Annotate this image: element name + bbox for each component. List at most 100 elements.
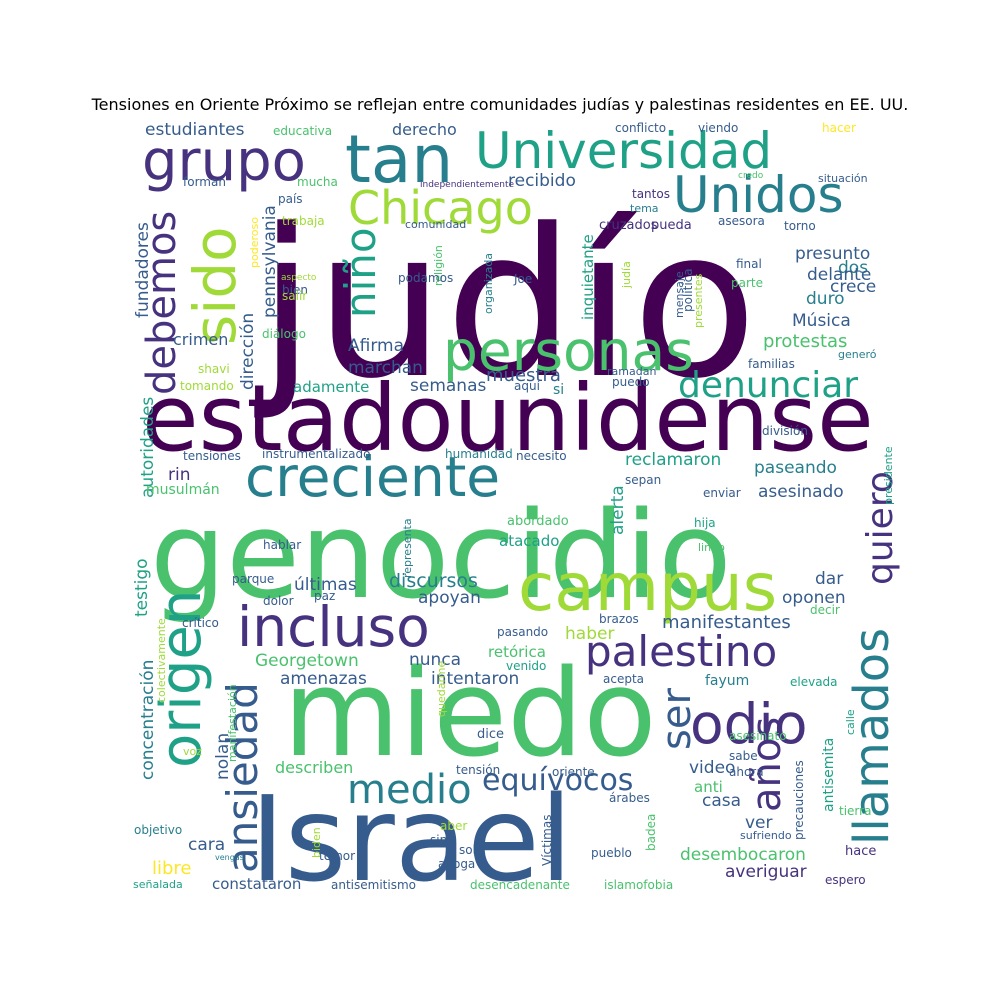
word-95: rin [168,465,191,485]
word-173: señalada [133,878,183,891]
word-21: llamados [844,628,900,845]
word-80: muestra [486,365,561,386]
word-42: fundadores [133,222,153,318]
word-129: retórica [488,643,546,661]
word-83: shavi [198,362,230,376]
word-166: vengas [215,853,244,862]
word-98: paseando [754,458,837,478]
word-105: alerta [608,485,628,535]
word-88: si [553,382,564,398]
word-104: abordado [507,514,569,529]
word-152: árabes [609,791,650,805]
word-66: organizada [482,253,495,314]
word-51: pueda [651,218,692,233]
word-53: torno [784,219,816,233]
word-68: podamos [398,271,453,285]
word-3: miedo [283,645,657,784]
word-116: dolor [263,594,294,608]
word-32: viendo [698,121,738,135]
word-123: manifestantes [662,612,791,633]
word-89: autoridades [138,397,158,498]
word-60: final [736,257,762,271]
word-119: decir [810,603,840,617]
word-170: Víctimas [540,815,554,866]
word-57: crece [830,277,876,297]
word-78: generó [838,348,877,361]
word-84: tomando [180,379,234,393]
word-33: hacer [822,121,856,135]
word-26: equívocos [482,763,633,798]
word-52: asesora [718,214,765,228]
word-0: judío [254,186,757,424]
word-111: parque [232,572,274,586]
word-59: Música [792,311,851,331]
word-30: derecho [392,120,457,139]
word-120: crítico [182,616,219,630]
word-100: sepan [625,473,661,487]
word-34: credo [738,171,764,181]
word-82: puedo [612,375,650,389]
word-158: sino [430,833,455,847]
word-175: antisemitismo [331,878,416,892]
word-114: dar [815,569,843,589]
word-5: Universidad [475,122,772,180]
word-29: educativa [273,124,332,138]
word-49: inquietante [579,234,597,320]
word-136: manifestación [226,684,239,762]
word-22: odio [690,692,808,756]
word-64: presentes [692,273,705,328]
word-178: espero [825,873,866,887]
word-99: presidente [882,446,895,505]
word-93: necesito [516,449,567,463]
word-86: semanas [410,376,486,396]
word-134: acepta [603,672,644,686]
word-101: enviar [703,486,741,500]
page-title: Tensiones en Oriente Próximo se reflejan… [91,95,909,114]
word-127: Georgetown [255,651,359,671]
word-168: temor [319,849,355,863]
word-85: adamente [293,378,369,396]
word-151: casa [702,791,741,811]
word-19: origen [149,590,214,768]
word-155: ver [745,813,773,833]
word-62: política [681,268,695,312]
word-36: forman [183,175,226,189]
word-56: delante [807,265,871,285]
word-77: familias [748,357,795,371]
word-73: diálogo [262,327,306,341]
word-37: mucha [297,175,338,189]
word-41: recibido [508,171,576,191]
word-115: oponen [782,588,846,608]
word-122: brazos [599,612,639,626]
word-38: independientemente [420,180,514,190]
word-141: asesinato [729,729,787,743]
word-11: debemos [139,211,185,395]
word-90: tensiones [183,449,241,463]
word-125: pasando [497,625,548,639]
word-58: duro [806,289,845,309]
word-8: Unidos [673,166,844,224]
word-144: tensión [456,763,500,777]
word-135: elevada [790,675,838,689]
word-61: parte [731,276,763,290]
word-126: concentración [138,660,158,780]
word-161: sufriendo [740,829,792,842]
word-169: aboga [438,857,475,871]
word-97: reclamaron [625,450,721,470]
word-164: hace [845,844,876,859]
word-14: denunciar [678,365,858,406]
word-108: lindo [698,541,725,554]
word-50: cruzados [599,218,658,233]
word-9: Chicago [348,181,533,235]
word-91: instrumentalizado [262,447,370,461]
word-71: salir [282,289,307,303]
word-113: discursos [389,570,478,592]
word-153: precauciones [792,760,806,840]
word-171: pueblo [591,846,632,860]
word-87: aquí [514,379,541,393]
word-124: haber [565,624,614,644]
word-7: grupo [142,129,306,194]
word-165: libre [152,858,192,879]
word-72: dirección [238,313,258,390]
